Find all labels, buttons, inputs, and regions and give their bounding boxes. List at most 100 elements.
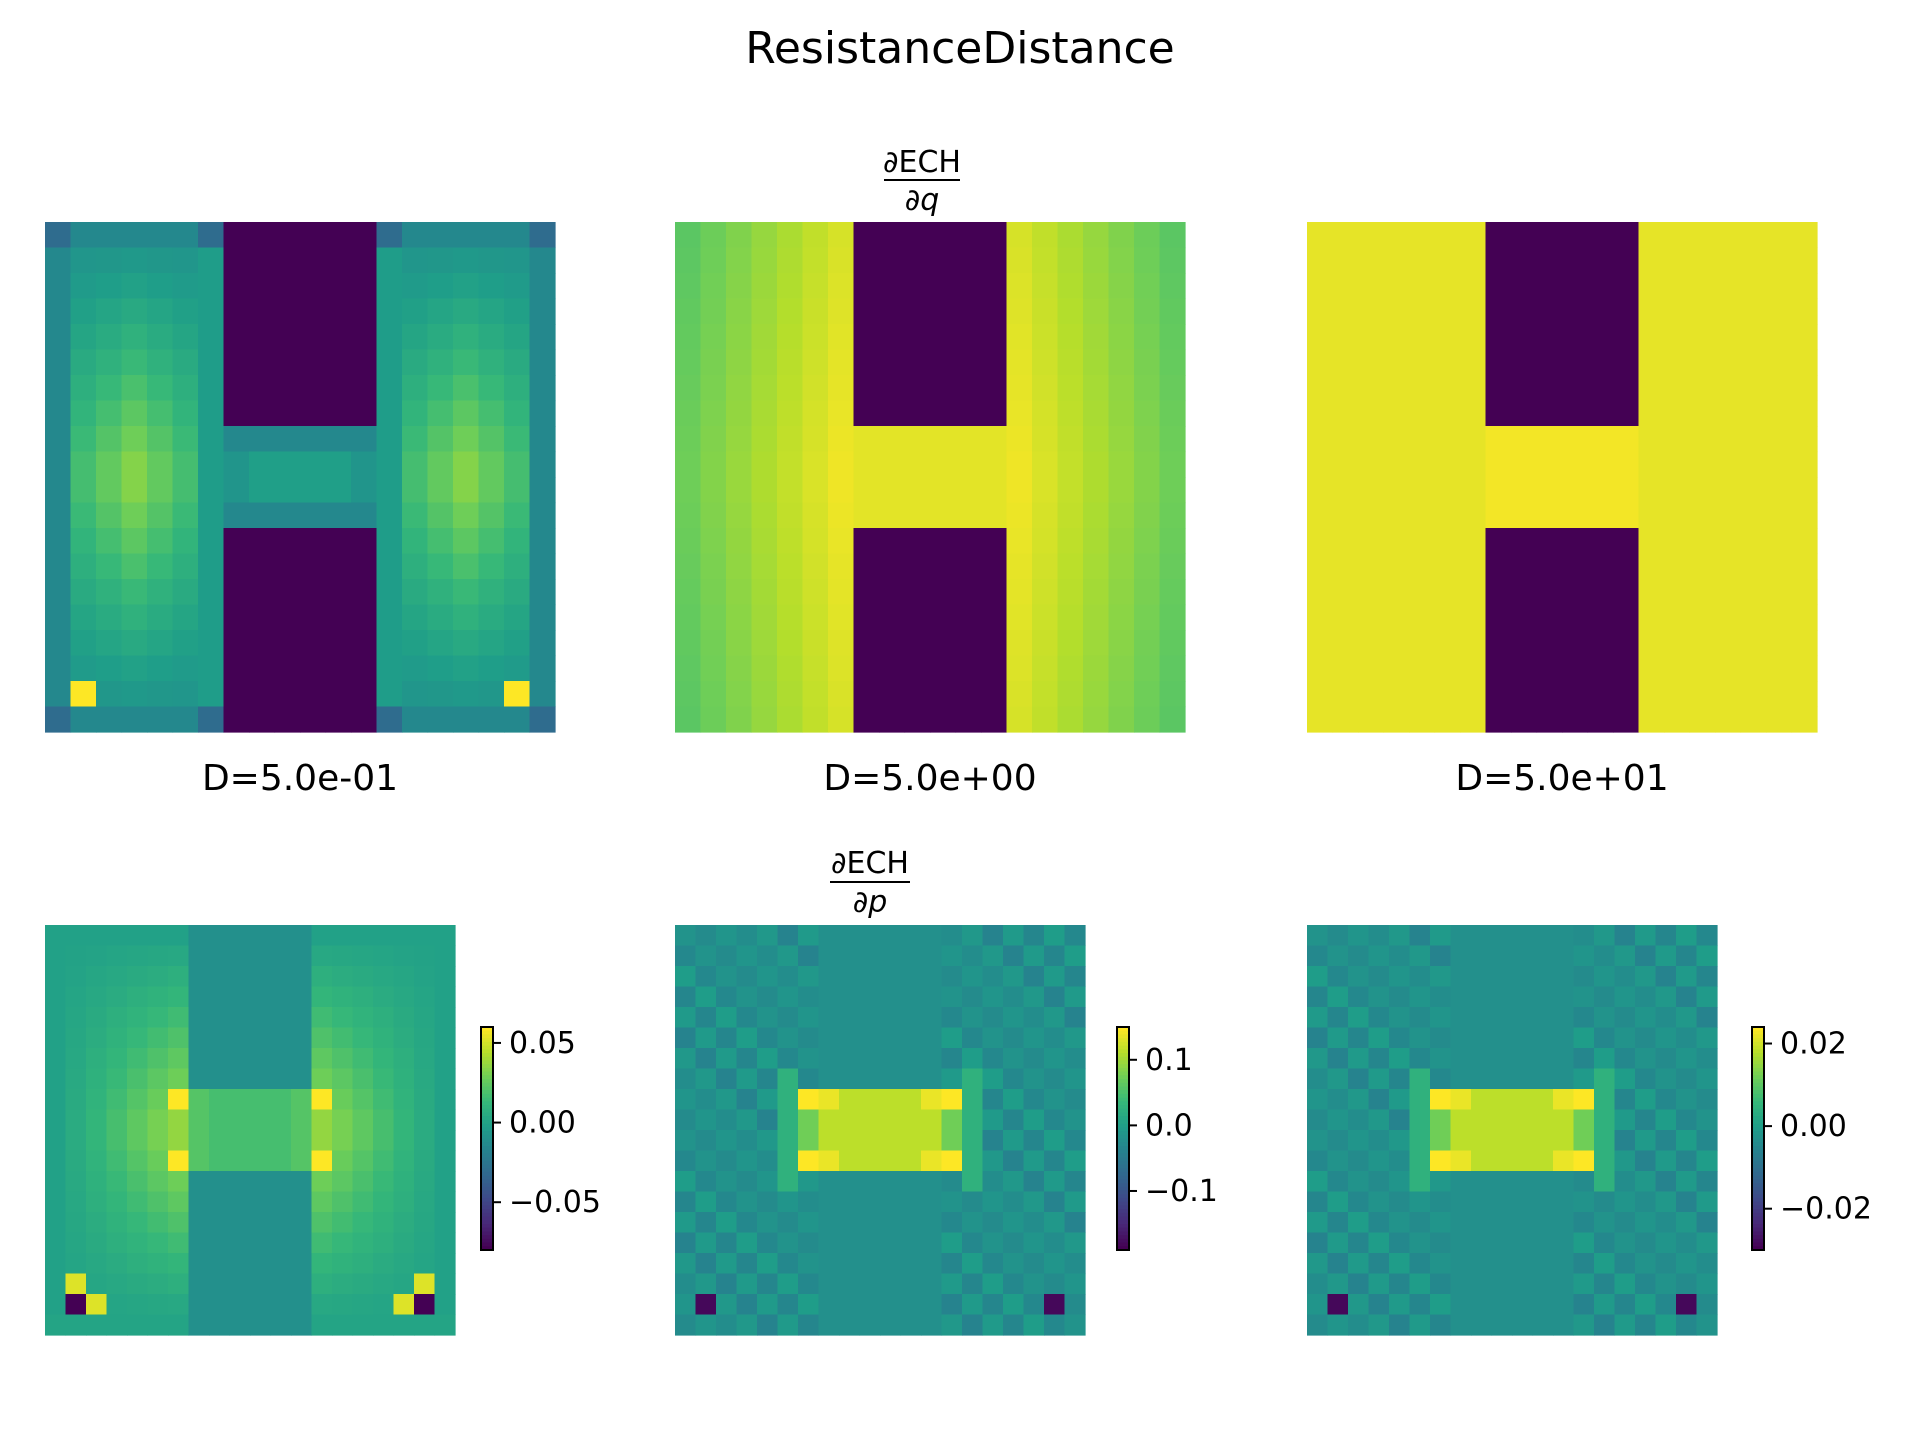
heatmap-cell xyxy=(904,349,931,376)
heatmap-cell xyxy=(1471,966,1493,988)
heatmap-cell xyxy=(229,1253,251,1275)
heatmap-cell xyxy=(1044,1109,1066,1131)
heatmap-cell xyxy=(427,528,454,555)
heatmap-cell xyxy=(106,1273,128,1295)
heatmap-cell xyxy=(1327,1232,1349,1254)
colorbar-band xyxy=(1752,1049,1764,1054)
heatmap-cell xyxy=(828,706,855,733)
heatmap-cell xyxy=(675,222,702,249)
heatmap-cell xyxy=(270,1027,292,1049)
heatmap-cell xyxy=(1594,1109,1616,1131)
heatmap-cell xyxy=(1023,1150,1045,1172)
heatmap-cell xyxy=(291,1007,313,1029)
colorbar-band xyxy=(1117,1138,1129,1143)
heatmap-cell xyxy=(274,298,301,325)
heatmap-cell xyxy=(1159,477,1186,504)
heatmap-cell xyxy=(1491,945,1513,967)
heatmap-cell xyxy=(1159,579,1186,606)
heatmap-cell xyxy=(1740,528,1767,555)
heatmap-cell xyxy=(1460,247,1487,274)
heatmap-cell xyxy=(453,655,480,682)
heatmap-cell xyxy=(168,1212,190,1234)
heatmap-cell xyxy=(427,400,454,427)
heatmap-cell xyxy=(1430,986,1452,1008)
heatmap-cell xyxy=(1460,222,1487,249)
heatmap-cell xyxy=(1057,681,1084,708)
heatmap-cell xyxy=(1512,966,1534,988)
heatmap-cell xyxy=(1740,273,1767,300)
heatmap-cell xyxy=(1383,451,1410,478)
heatmap-cell xyxy=(1006,706,1033,733)
heatmap-cell xyxy=(1512,1048,1534,1070)
heatmap-cell xyxy=(1485,477,1512,504)
heatmap-cell xyxy=(818,925,840,947)
heatmap-cell xyxy=(675,1130,697,1152)
heatmap-cell xyxy=(1573,1089,1595,1111)
heatmap-cell xyxy=(198,477,225,504)
heatmap-cell xyxy=(1044,1007,1066,1029)
heatmap-cell xyxy=(1587,655,1614,682)
heatmap-cell xyxy=(751,451,778,478)
heatmap-cell xyxy=(70,477,97,504)
heatmap-cell xyxy=(1471,1027,1493,1049)
heatmap-cell xyxy=(941,1150,963,1172)
heatmap-cell xyxy=(70,273,97,300)
heatmap-cell xyxy=(1613,502,1640,529)
heatmap-cell xyxy=(1594,966,1616,988)
heatmap-cell xyxy=(828,298,855,325)
heatmap-cell xyxy=(1003,1150,1025,1172)
heatmap-cell xyxy=(1471,1191,1493,1213)
heatmap-cell xyxy=(1389,925,1411,947)
heatmap-cell xyxy=(1791,528,1818,555)
heatmap-cell xyxy=(504,273,531,300)
heatmap-cell xyxy=(962,1007,984,1029)
heatmap-cell xyxy=(1134,502,1161,529)
heatmap-cell xyxy=(172,349,199,376)
heatmap-panel-bottom-2 xyxy=(1307,925,1718,1336)
heatmap-cell xyxy=(675,1171,697,1193)
heatmap-cell xyxy=(351,553,378,580)
heatmap-cell xyxy=(700,477,727,504)
colorbar-band xyxy=(1117,1064,1129,1069)
heatmap-cell xyxy=(1511,553,1538,580)
heatmap-cell xyxy=(1485,298,1512,325)
heatmap-cell xyxy=(716,925,738,947)
heatmap-cell xyxy=(274,630,301,657)
heatmap-cell xyxy=(695,1048,717,1070)
heatmap-cell xyxy=(274,400,301,427)
heatmap-cell xyxy=(879,222,906,249)
heatmap-cell xyxy=(1327,1253,1349,1275)
heatmap-cell xyxy=(1635,1212,1657,1234)
heatmap-cell xyxy=(736,1191,758,1213)
heatmap-cell xyxy=(106,1007,128,1029)
heatmap-cell xyxy=(777,604,804,631)
heatmap-cell xyxy=(1307,1130,1329,1152)
heatmap-cell xyxy=(270,966,292,988)
heatmap-cell xyxy=(904,502,931,529)
heatmap-cell xyxy=(1512,986,1534,1008)
heatmap-cell xyxy=(106,1068,128,1090)
heatmap-cell xyxy=(1512,1150,1534,1172)
heatmap-cell xyxy=(414,945,436,967)
heatmap-cell xyxy=(1409,1068,1431,1090)
heatmap-cell xyxy=(879,247,906,274)
heatmap-cell xyxy=(1791,298,1818,325)
heatmap-cell xyxy=(478,528,505,555)
colorbar-band xyxy=(1752,1168,1764,1173)
heatmap-cell xyxy=(45,1150,67,1172)
heatmap-cell xyxy=(1006,630,1033,657)
heatmap-cell xyxy=(1057,375,1084,402)
heatmap-cell xyxy=(798,1191,820,1213)
colorbar-band xyxy=(481,1138,493,1143)
heatmap-cell xyxy=(1368,1068,1390,1090)
colorbar-band xyxy=(481,1093,493,1099)
heatmap-cell xyxy=(45,1273,67,1295)
colorbar-band xyxy=(1752,1056,1764,1062)
heatmap-cell xyxy=(1791,247,1818,274)
heatmap-cell xyxy=(1715,528,1742,555)
colorbar-band xyxy=(1117,1116,1129,1121)
heatmap-cell xyxy=(1715,451,1742,478)
heatmap-cell xyxy=(1409,451,1436,478)
heatmap-cell xyxy=(853,655,880,682)
heatmap-cell xyxy=(172,706,199,733)
